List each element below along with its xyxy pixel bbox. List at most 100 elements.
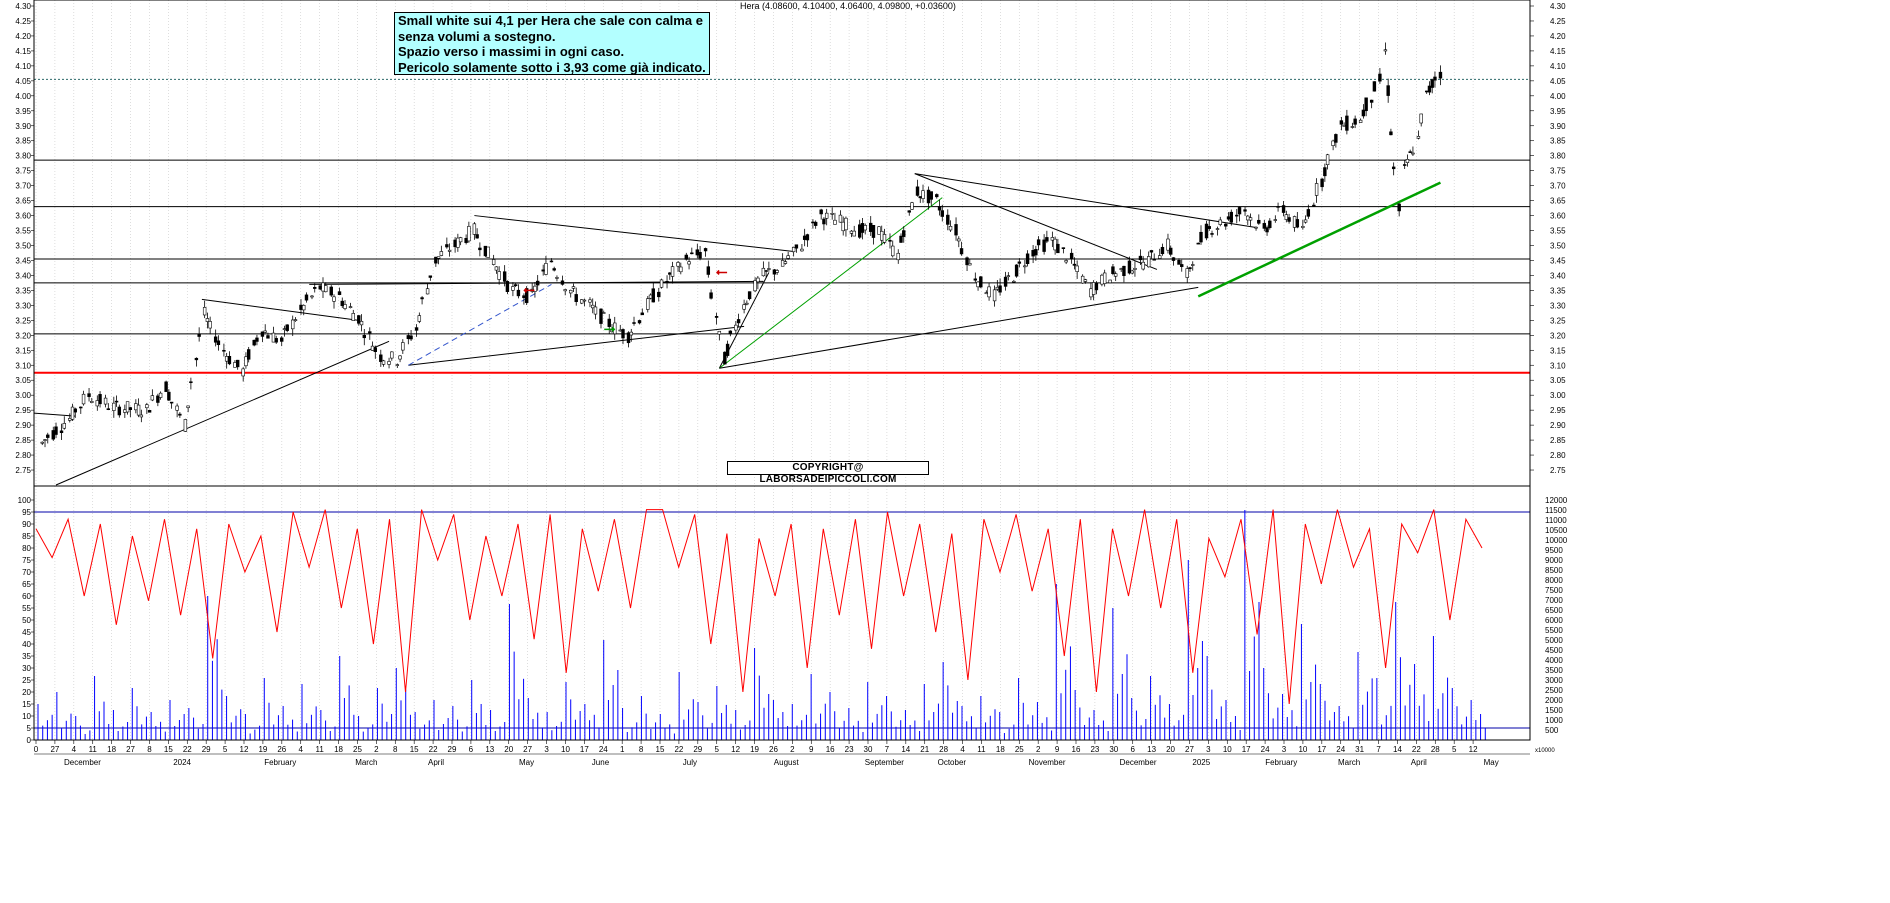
candle-body (343, 304, 347, 309)
candle-body (178, 413, 182, 416)
candle-body (40, 441, 44, 444)
candle-body (244, 356, 248, 367)
candle-body (767, 268, 771, 270)
candle-body (483, 245, 488, 257)
copyright-label: COPYRIGHT@ LABORSADEIPICCOLI.COM (727, 461, 929, 485)
candle-body (1235, 214, 1239, 217)
x-tick-label: 8 (393, 745, 398, 754)
trendline (201, 298, 359, 321)
month-label: March (355, 758, 377, 767)
candle-body (156, 395, 160, 403)
candle-body (1166, 238, 1170, 251)
candle-body (926, 189, 931, 204)
y-tick-label: 3.50 (15, 242, 31, 251)
candle-body (1069, 252, 1074, 259)
y-tick-label: 3.70 (1550, 182, 1566, 191)
candle-body (959, 248, 964, 255)
month-label: May (1484, 758, 1499, 767)
candle-body (1419, 113, 1423, 124)
candle-body (1042, 239, 1046, 252)
candle-body (1014, 264, 1019, 277)
candle-body (395, 364, 400, 366)
trendline (719, 286, 1199, 369)
candle-body (291, 319, 295, 330)
y-tick-label: 3.90 (1550, 122, 1566, 131)
candle-body (458, 237, 463, 243)
candle-body (494, 266, 499, 271)
candle-body (186, 405, 190, 408)
candle-body (241, 368, 245, 377)
candle-body (233, 362, 237, 368)
month-label: February (264, 758, 296, 767)
x-tick-label: 5 (715, 745, 720, 754)
candle-body (497, 271, 501, 280)
candle-body (1284, 214, 1289, 220)
y-tick-label: 3.70 (15, 182, 31, 191)
volume-tick-label: 1000 (1545, 716, 1563, 725)
candle-body (106, 408, 111, 410)
y-tick-label: 3.10 (15, 361, 31, 370)
candle-body (81, 393, 86, 405)
candle-body (582, 299, 587, 302)
candle-body (62, 423, 66, 429)
candle-body (73, 408, 77, 413)
y-tick-label: 3.00 (1550, 391, 1566, 400)
month-label: 2024 (173, 758, 191, 767)
candle-body (1025, 253, 1030, 265)
candle-body (417, 315, 422, 322)
x-tick-label: 6 (469, 745, 474, 754)
candle-body (1229, 211, 1233, 223)
x-tick-label: 22 (183, 745, 192, 754)
candle-body (1119, 268, 1123, 270)
candle-body (332, 296, 336, 302)
volume-tick-label: 7000 (1545, 596, 1563, 605)
candle-body (1177, 259, 1181, 265)
candle-body (626, 332, 631, 344)
candle-body (348, 306, 353, 308)
arrow-markers (523, 269, 728, 332)
candle-body (420, 297, 424, 300)
arrow-marker (604, 326, 616, 332)
candle-body (98, 394, 102, 405)
y-tick-label: 3.85 (15, 137, 31, 146)
candle-body (513, 284, 518, 287)
y-tick-label: 3.30 (1550, 301, 1566, 310)
green-trendline (1197, 181, 1441, 298)
x-tick-label: 6 (1131, 745, 1136, 754)
candle-body (150, 395, 155, 401)
candle-body (362, 335, 366, 339)
candle-body (618, 329, 622, 332)
x-tick-label: 8 (639, 745, 644, 754)
candle-body (802, 235, 807, 240)
candle-body (516, 289, 521, 297)
x-tick-label: 25 (353, 745, 362, 754)
candle-body (948, 225, 953, 231)
indicator-panel (34, 509, 1530, 740)
candle-body (1237, 207, 1242, 215)
x-tick-label: 5 (223, 745, 228, 754)
candle-body (1207, 226, 1211, 229)
volume-tick-label: 6500 (1545, 606, 1563, 615)
candle-body (1130, 270, 1134, 274)
candle-body (1361, 109, 1366, 117)
osc-tick-label: 5 (27, 724, 32, 733)
x-tick-label: 29 (202, 745, 211, 754)
candle-body (571, 286, 576, 289)
candle-body (1023, 265, 1027, 268)
x-tick-label: 17 (1317, 745, 1326, 754)
candle-body (957, 238, 961, 242)
candle-body (436, 256, 441, 259)
y-tick-label: 3.15 (15, 346, 31, 355)
osc-tick-label: 60 (22, 592, 31, 601)
x-tick-label: 29 (693, 745, 702, 754)
candle-body (599, 308, 603, 324)
note-line: senza volumi a sostegno. (398, 28, 556, 44)
candle-body (464, 238, 468, 243)
candle-body (59, 430, 64, 434)
trendline (914, 173, 1257, 229)
x-tick-label: 12 (1469, 745, 1478, 754)
candle-body (849, 230, 854, 234)
candle-body (169, 401, 174, 404)
candle-body (657, 291, 661, 298)
y-tick-label: 3.60 (15, 212, 31, 221)
